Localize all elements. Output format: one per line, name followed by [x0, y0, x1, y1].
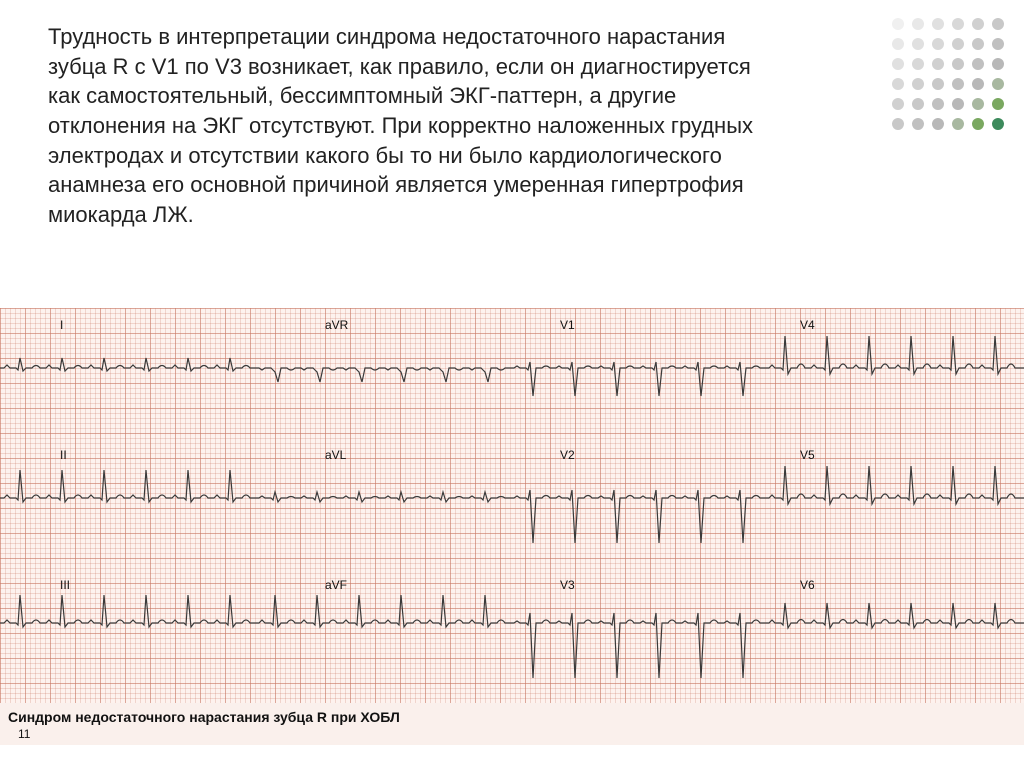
dot-icon — [992, 118, 1004, 130]
dot-icon — [952, 98, 964, 110]
ecg-row: IaVRV1V4 — [0, 308, 1024, 438]
dot-icon — [972, 18, 984, 30]
ecg-trace — [0, 568, 1024, 698]
page-number: 11 — [8, 727, 1016, 741]
dot-icon — [932, 78, 944, 90]
ecg-row: IIIaVFV3V6 — [0, 568, 1024, 698]
body-text: Трудность в интерпретации синдрома недос… — [48, 22, 788, 230]
dot-icon — [972, 98, 984, 110]
dot-icon — [992, 78, 1004, 90]
caption-text: Синдром недостаточного нарастания зубца … — [8, 709, 400, 725]
dot-icon — [972, 78, 984, 90]
dot-icon — [912, 18, 924, 30]
trace-path — [0, 466, 1024, 543]
dot-icon — [892, 38, 904, 50]
dot-icon — [952, 118, 964, 130]
dot-icon — [992, 58, 1004, 70]
dot-icon — [912, 38, 924, 50]
dot-icon — [972, 58, 984, 70]
dot-icon — [992, 18, 1004, 30]
dot-icon — [932, 118, 944, 130]
dot-icon — [932, 18, 944, 30]
ecg-strip: IaVRV1V4IIaVLV2V5IIIaVFV3V6 — [0, 308, 1024, 718]
dot-icon — [892, 78, 904, 90]
dot-icon — [912, 98, 924, 110]
ecg-trace — [0, 438, 1024, 568]
dot-icon — [892, 58, 904, 70]
decorative-dot-grid — [892, 18, 1006, 132]
dot-icon — [972, 118, 984, 130]
ecg-trace — [0, 308, 1024, 438]
dot-icon — [912, 118, 924, 130]
dot-icon — [992, 38, 1004, 50]
dot-icon — [972, 38, 984, 50]
dot-icon — [892, 118, 904, 130]
ecg-caption: Синдром недостаточного нарастания зубца … — [0, 703, 1024, 745]
dot-icon — [932, 58, 944, 70]
dot-icon — [952, 18, 964, 30]
trace-path — [0, 595, 1024, 678]
dot-icon — [912, 78, 924, 90]
dot-icon — [932, 38, 944, 50]
dot-icon — [892, 18, 904, 30]
ecg-row: IIaVLV2V5 — [0, 438, 1024, 568]
dot-icon — [952, 58, 964, 70]
trace-path — [0, 336, 1024, 396]
dot-icon — [892, 98, 904, 110]
dot-icon — [912, 58, 924, 70]
dot-icon — [992, 98, 1004, 110]
dot-icon — [932, 98, 944, 110]
dot-icon — [952, 78, 964, 90]
dot-icon — [952, 38, 964, 50]
